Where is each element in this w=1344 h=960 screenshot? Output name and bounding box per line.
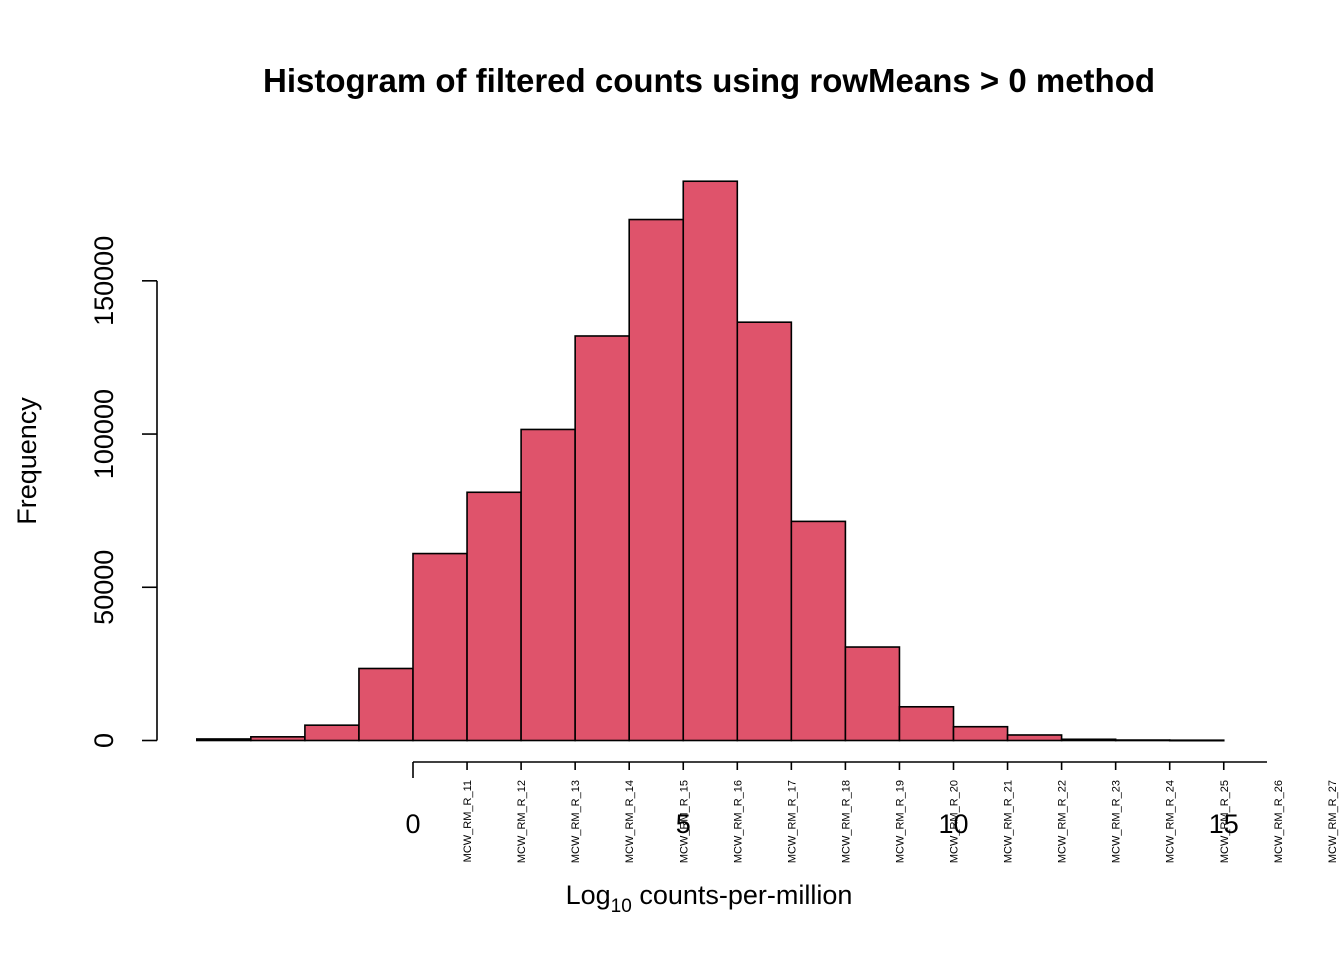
y-tick-label: 50000 bbox=[89, 550, 119, 625]
histogram-bar-7 bbox=[574, 335, 631, 742]
histogram-bar-13 bbox=[898, 705, 955, 742]
x-axis-label-main: Log bbox=[566, 880, 611, 910]
histogram-bar-5 bbox=[466, 491, 522, 742]
histogram-bar-18 bbox=[1168, 739, 1225, 742]
sample-label: MCW_RM_R_23 bbox=[1111, 780, 1123, 863]
histogram-bar-0 bbox=[196, 738, 252, 742]
sample-label: MCW_RM_R_17 bbox=[786, 780, 798, 863]
histogram-bars bbox=[196, 180, 1225, 742]
x-axis-label-subscript: 10 bbox=[611, 896, 632, 917]
sample-label: MCW_RM_R_26 bbox=[1273, 780, 1285, 863]
y-axis-label: Frequency bbox=[12, 397, 42, 525]
x-axis-label: Log10 counts-per-million bbox=[566, 880, 853, 917]
sample-labels: MCW_RM_R_11 MCW_RM_R_12 MCW_RM_R_13 MCW_RM_… bbox=[462, 780, 1339, 863]
y-axis: 0 50000 100000 150000 bbox=[89, 236, 158, 748]
sample-label: MCW_RM_R_24 bbox=[1165, 780, 1177, 863]
histogram-bar-8 bbox=[628, 218, 685, 742]
chart-title: Histogram of filtered counts using rowMe… bbox=[263, 62, 1155, 99]
sample-label: MCW_RM_R_22 bbox=[1057, 780, 1069, 863]
y-tick-label: 0 bbox=[89, 733, 119, 748]
sample-label: MCW_RM_R_12 bbox=[516, 780, 528, 863]
histogram-bar-11 bbox=[790, 520, 847, 742]
histogram-bar-14 bbox=[952, 725, 1009, 742]
sample-label: MCW_RM_R_15 bbox=[678, 780, 690, 863]
histogram-bar-1 bbox=[250, 736, 306, 742]
x-axis-label-rest: counts-per-million bbox=[632, 880, 853, 910]
y-tick-label: 100000 bbox=[89, 389, 119, 479]
y-tick-label: 150000 bbox=[89, 236, 119, 326]
sample-label: MCW_RM_R_25 bbox=[1219, 780, 1231, 863]
histogram-bar-16 bbox=[1060, 738, 1117, 742]
histogram-bar-15 bbox=[1006, 734, 1063, 742]
x-tick-label: 0 bbox=[405, 809, 420, 839]
x-tick-label: 15 bbox=[1209, 809, 1239, 839]
sample-label: MCW_RM_R_18 bbox=[840, 780, 852, 863]
histogram-bar-2 bbox=[304, 724, 360, 742]
histogram-bar-12 bbox=[844, 646, 901, 742]
sample-label: MCW_RM_R_21 bbox=[1003, 780, 1015, 863]
x-tick-label: 5 bbox=[676, 809, 691, 839]
histogram-bar-4 bbox=[412, 552, 468, 742]
sample-label: MCW_RM_R_19 bbox=[894, 780, 906, 863]
sample-label: MCW_RM_R_20 bbox=[949, 780, 961, 863]
sample-label: MCW_RM_R_16 bbox=[732, 780, 744, 863]
sample-label: MCW_RM_R_11 bbox=[462, 780, 474, 862]
sample-label: MCW_RM_R_13 bbox=[570, 780, 582, 863]
histogram-bar-17 bbox=[1114, 739, 1171, 742]
histogram-bar-10 bbox=[736, 321, 793, 742]
x-tick-label: 10 bbox=[938, 809, 968, 839]
x-axis: 0 5 10 15 bbox=[405, 761, 1267, 839]
histogram-bar-3 bbox=[358, 667, 414, 742]
sample-label: MCW_RM_R_27 bbox=[1327, 780, 1339, 863]
histogram-bar-9 bbox=[682, 180, 739, 742]
sample-label: MCW_RM_R_14 bbox=[624, 780, 636, 863]
histogram-bar-6 bbox=[520, 428, 576, 742]
